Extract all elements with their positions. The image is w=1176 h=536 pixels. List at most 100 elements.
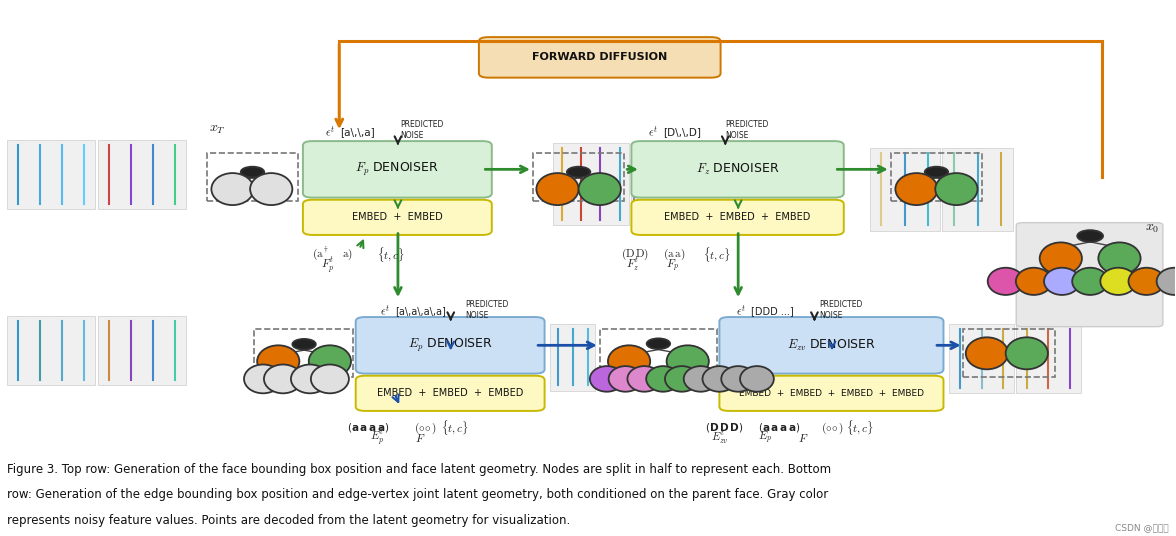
Text: $F$: $F$ xyxy=(415,431,426,444)
Text: represents noisy feature values. Points are decoded from the latent geometry for: represents noisy feature values. Points … xyxy=(7,514,570,527)
Text: $F$: $F$ xyxy=(797,431,808,444)
Text: $F_p$: $F_p$ xyxy=(666,257,679,273)
Text: $\epsilon^t$: $\epsilon^t$ xyxy=(326,124,336,139)
Ellipse shape xyxy=(1016,268,1051,295)
FancyBboxPatch shape xyxy=(355,376,544,411)
Text: $E_{zv}^t$: $E_{zv}^t$ xyxy=(710,428,728,446)
FancyBboxPatch shape xyxy=(632,141,843,198)
Bar xyxy=(949,324,1014,393)
Ellipse shape xyxy=(740,366,774,392)
Bar xyxy=(550,324,595,391)
Circle shape xyxy=(241,167,265,177)
Circle shape xyxy=(567,167,590,177)
Text: EMBED  +  EMBED: EMBED + EMBED xyxy=(352,212,442,222)
Bar xyxy=(890,153,982,202)
Text: $F_p$ DENOISER: $F_p$ DENOISER xyxy=(355,161,440,178)
FancyBboxPatch shape xyxy=(355,317,544,374)
Text: FORWARD DIFFUSION: FORWARD DIFFUSION xyxy=(532,53,667,62)
Bar xyxy=(869,148,940,230)
Bar xyxy=(942,148,1013,230)
Text: $(\mathrm{a}^\dagger$: $(\mathrm{a}^\dagger$ xyxy=(313,245,329,264)
Text: [DDD ...]: [DDD ...] xyxy=(751,306,794,316)
Text: $x_T$: $x_T$ xyxy=(209,122,226,136)
Ellipse shape xyxy=(1044,268,1080,295)
Ellipse shape xyxy=(1157,268,1176,295)
Bar xyxy=(963,329,1055,377)
Ellipse shape xyxy=(309,345,350,377)
Text: [a\,\,a]: [a\,\,a] xyxy=(340,127,375,137)
Bar xyxy=(553,143,629,225)
Ellipse shape xyxy=(721,366,755,392)
Ellipse shape xyxy=(1098,242,1141,274)
Text: $E_{zv}$ DENOISER: $E_{zv}$ DENOISER xyxy=(787,338,876,353)
Ellipse shape xyxy=(935,173,977,205)
Text: $({\bf a\,a\,a\,a})$: $({\bf a\,a\,a\,a})$ xyxy=(759,421,801,435)
Ellipse shape xyxy=(702,366,736,392)
Bar xyxy=(7,316,95,385)
Bar xyxy=(632,143,637,225)
Text: $(\circ\!\circ)$: $(\circ\!\circ)$ xyxy=(822,420,844,436)
Circle shape xyxy=(293,339,316,349)
Ellipse shape xyxy=(590,366,623,392)
Ellipse shape xyxy=(667,345,709,377)
Text: $(\mathrm{a\,a})$: $(\mathrm{a\,a})$ xyxy=(663,247,686,262)
Bar xyxy=(533,153,624,202)
Ellipse shape xyxy=(1040,242,1082,274)
Text: $(\circ\!\circ)$: $(\circ\!\circ)$ xyxy=(414,420,437,436)
Ellipse shape xyxy=(1129,268,1164,295)
Text: PREDICTED
NOISE: PREDICTED NOISE xyxy=(820,300,862,319)
Text: [a\,a\,a\,a]: [a\,a\,a\,a] xyxy=(395,306,447,316)
Text: $({\bf D\,D\,D})$: $({\bf D\,D\,D})$ xyxy=(706,421,743,435)
Text: $F_z^t$: $F_z^t$ xyxy=(626,256,639,274)
Text: $\{t,c\}$: $\{t,c\}$ xyxy=(703,245,730,264)
Ellipse shape xyxy=(609,366,642,392)
Ellipse shape xyxy=(646,366,680,392)
Ellipse shape xyxy=(1073,268,1108,295)
Text: PREDICTED
NOISE: PREDICTED NOISE xyxy=(726,121,769,140)
Text: $E_p^t$: $E_p^t$ xyxy=(369,427,383,448)
Text: $\{t,c\}$: $\{t,c\}$ xyxy=(376,245,405,264)
Text: $({\bf a\,a\,a\,a})$: $({\bf a\,a\,a\,a})$ xyxy=(347,421,389,435)
Bar xyxy=(1016,324,1081,393)
Circle shape xyxy=(1077,230,1103,242)
Text: $\mathrm{a})$: $\mathrm{a})$ xyxy=(341,248,353,262)
FancyBboxPatch shape xyxy=(720,376,943,411)
Ellipse shape xyxy=(579,173,621,205)
Bar xyxy=(7,140,95,210)
Ellipse shape xyxy=(310,364,349,393)
Text: row: Generation of the edge bounding box position and edge-vertex joint latent g: row: Generation of the edge bounding box… xyxy=(7,488,829,501)
Text: $E_p$: $E_p$ xyxy=(759,429,773,446)
Ellipse shape xyxy=(212,173,254,205)
Text: $\{t,c\}$: $\{t,c\}$ xyxy=(846,419,874,437)
Ellipse shape xyxy=(628,366,661,392)
Bar xyxy=(98,140,186,210)
Ellipse shape xyxy=(608,345,650,377)
Text: $x_0$: $x_0$ xyxy=(1145,221,1160,235)
Text: $\{t,c\}$: $\{t,c\}$ xyxy=(441,419,469,437)
FancyBboxPatch shape xyxy=(1016,222,1163,326)
Ellipse shape xyxy=(664,366,699,392)
Circle shape xyxy=(647,338,670,349)
Ellipse shape xyxy=(1101,268,1136,295)
Text: [D\,\,D]: [D\,\,D] xyxy=(663,127,701,137)
Text: EMBED  +  EMBED  +  EMBED  +  EMBED: EMBED + EMBED + EMBED + EMBED xyxy=(739,389,924,398)
FancyBboxPatch shape xyxy=(632,200,843,235)
Text: $\epsilon^t$: $\epsilon^t$ xyxy=(736,303,747,318)
Ellipse shape xyxy=(243,364,282,393)
Text: PREDICTED
NOISE: PREDICTED NOISE xyxy=(465,300,508,319)
Text: EMBED  +  EMBED  +  EMBED: EMBED + EMBED + EMBED xyxy=(377,388,523,398)
Text: $F_z$ DENOISER: $F_z$ DENOISER xyxy=(696,162,780,177)
Text: $\epsilon^t$: $\epsilon^t$ xyxy=(381,303,390,318)
Ellipse shape xyxy=(988,268,1023,295)
Text: $\epsilon^t$: $\epsilon^t$ xyxy=(648,124,659,139)
Ellipse shape xyxy=(258,345,300,377)
FancyBboxPatch shape xyxy=(303,141,492,198)
Ellipse shape xyxy=(1005,337,1048,369)
Bar xyxy=(254,329,353,377)
FancyBboxPatch shape xyxy=(303,200,492,235)
Text: PREDICTED
NOISE: PREDICTED NOISE xyxy=(400,121,443,140)
Bar xyxy=(98,316,186,385)
Text: $(\mathrm{D\,D})$: $(\mathrm{D\,D})$ xyxy=(621,247,649,262)
Circle shape xyxy=(924,167,948,177)
FancyBboxPatch shape xyxy=(720,317,943,374)
